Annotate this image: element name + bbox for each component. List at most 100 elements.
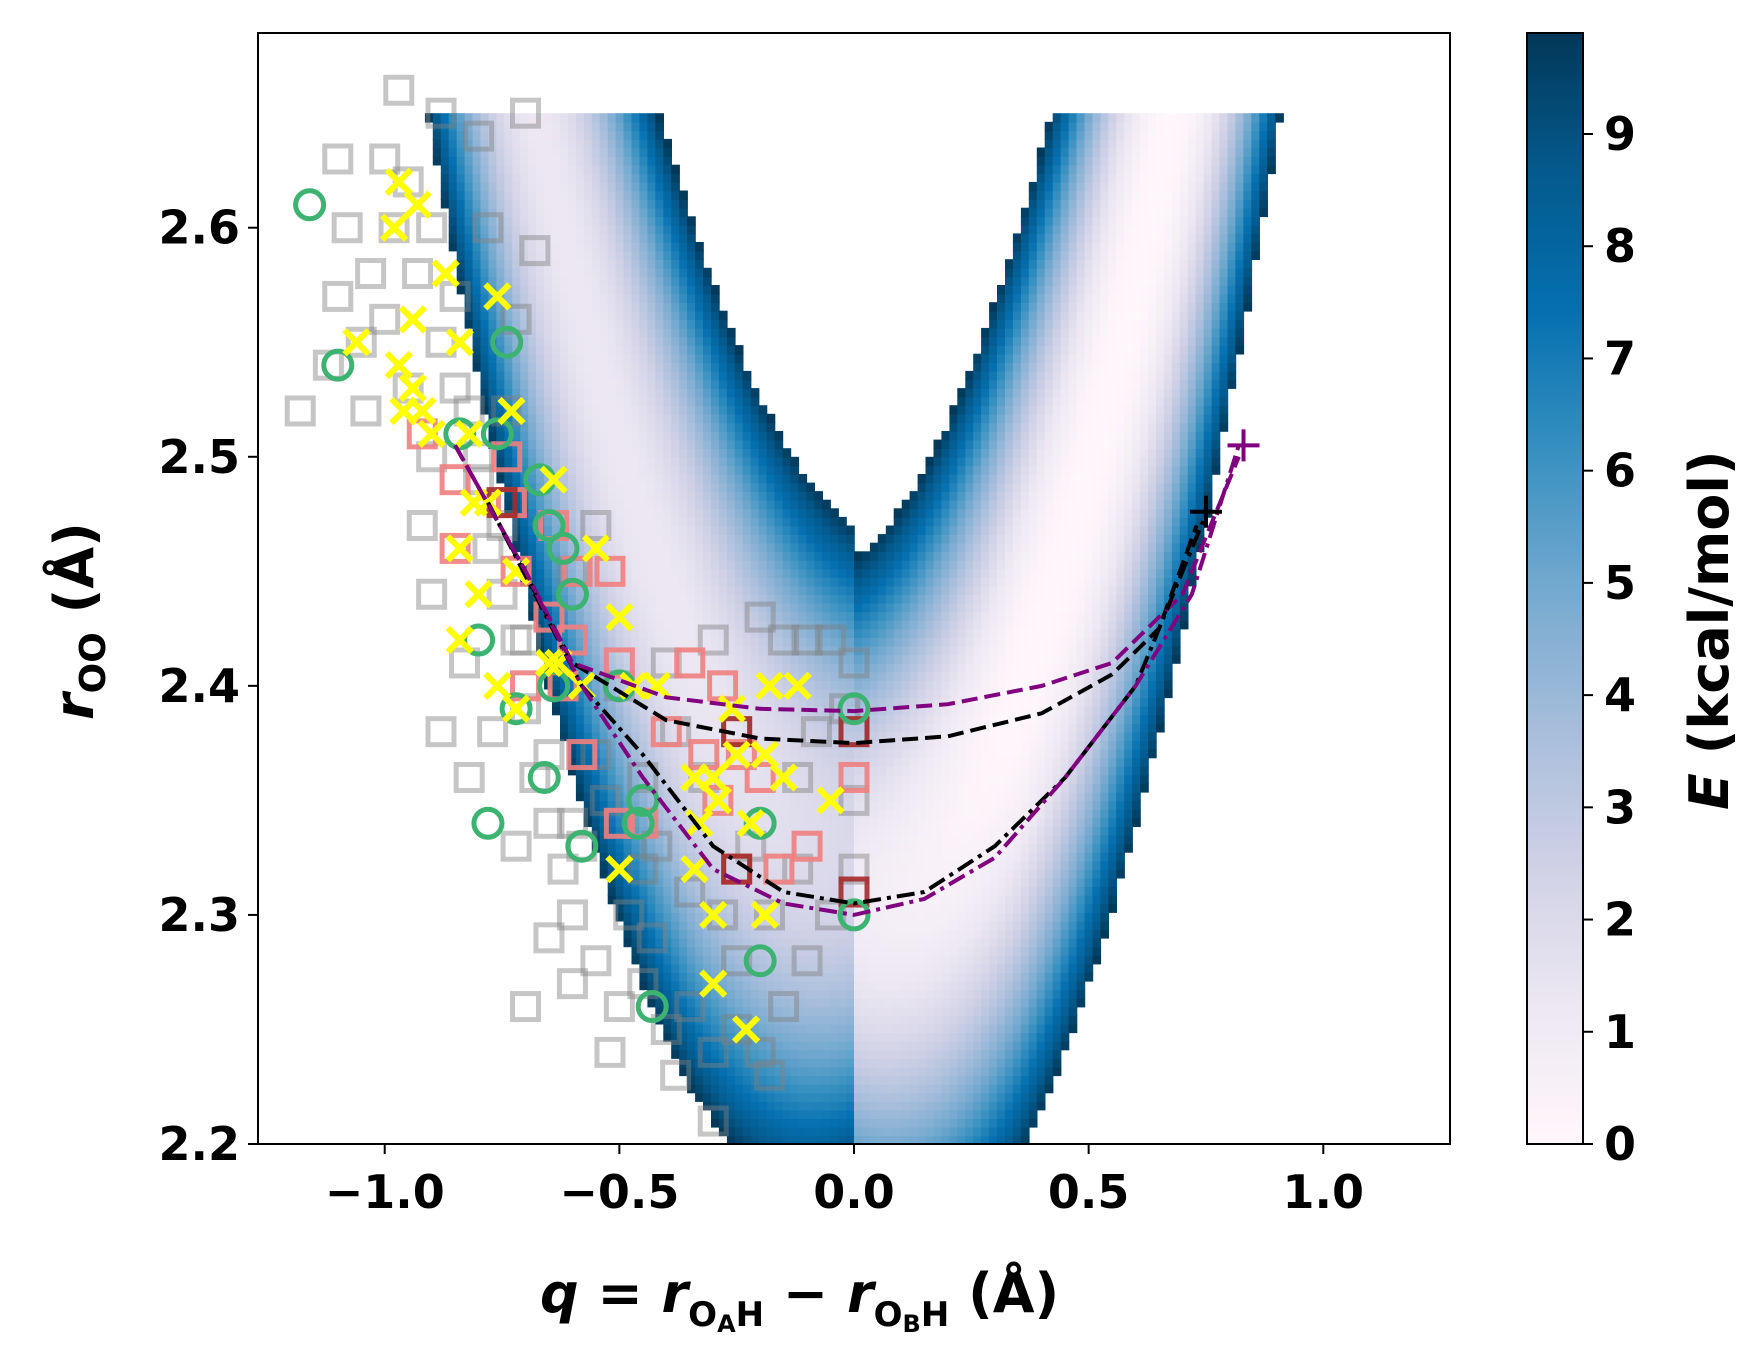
surface-cell bbox=[607, 250, 617, 260]
surface-cell bbox=[814, 542, 823, 553]
surface-cell bbox=[925, 1092, 935, 1102]
surface-cell bbox=[671, 800, 680, 810]
surface-cell bbox=[567, 285, 577, 295]
surface-cell bbox=[552, 559, 561, 570]
surface-cell bbox=[599, 396, 609, 407]
surface-cell bbox=[607, 877, 617, 888]
surface-cell bbox=[917, 783, 927, 793]
surface-cell bbox=[901, 705, 911, 716]
surface-cell bbox=[742, 1075, 752, 1085]
surface-cell bbox=[838, 662, 847, 673]
surface-cell bbox=[575, 413, 585, 424]
surface-cell bbox=[726, 671, 736, 681]
surface-cell bbox=[718, 345, 728, 355]
surface-cell bbox=[488, 181, 498, 192]
surface-cell bbox=[607, 843, 617, 853]
surface-cell bbox=[695, 826, 704, 836]
surface-cell bbox=[750, 654, 760, 664]
surface-cell bbox=[830, 525, 839, 535]
surface-cell bbox=[726, 327, 736, 338]
surface-cell bbox=[448, 190, 458, 200]
surface-cell bbox=[552, 233, 561, 243]
surface-cell bbox=[536, 164, 545, 175]
surface-cell bbox=[941, 654, 951, 664]
surface-cell bbox=[567, 233, 577, 243]
surface-cell bbox=[607, 121, 617, 132]
surface-cell bbox=[679, 276, 688, 286]
surface-cell bbox=[941, 474, 951, 484]
surface-cell bbox=[607, 113, 617, 123]
surface-cell bbox=[687, 422, 696, 432]
surface-cell bbox=[711, 310, 720, 321]
surface-cell bbox=[750, 474, 760, 484]
surface-cell bbox=[822, 602, 831, 613]
surface-cell bbox=[560, 216, 569, 226]
surface-cell bbox=[814, 499, 823, 510]
surface-cell bbox=[861, 559, 871, 570]
surface-cell bbox=[925, 1126, 935, 1137]
surface-cell bbox=[917, 1109, 927, 1119]
surface-cell bbox=[917, 602, 927, 613]
surface-cell bbox=[933, 748, 943, 759]
surface-cell bbox=[933, 448, 943, 458]
surface-cell bbox=[671, 989, 680, 999]
surface-cell bbox=[647, 130, 657, 140]
surface-cell bbox=[758, 508, 768, 518]
surface-cell bbox=[488, 138, 498, 149]
surface-cell bbox=[679, 740, 688, 750]
surface-cell bbox=[718, 525, 728, 535]
surface-cell bbox=[726, 774, 736, 784]
surface-cell bbox=[599, 851, 609, 862]
surface-cell bbox=[567, 267, 577, 278]
surface-cell bbox=[877, 886, 887, 896]
surface-cell bbox=[575, 233, 585, 243]
surface-cell bbox=[782, 611, 792, 621]
surface-cell bbox=[806, 577, 815, 587]
surface-cell bbox=[909, 843, 919, 853]
surface-cell bbox=[583, 628, 593, 638]
surface-cell bbox=[861, 654, 871, 664]
surface-cell bbox=[639, 396, 649, 407]
surface-cell bbox=[901, 671, 911, 681]
surface-cell bbox=[718, 594, 728, 604]
surface-cell bbox=[663, 723, 672, 733]
surface-cell bbox=[639, 955, 649, 965]
surface-cell bbox=[726, 448, 736, 458]
surface-cell bbox=[909, 1135, 919, 1144]
surface-cell bbox=[631, 121, 641, 132]
surface-cell bbox=[607, 783, 617, 793]
surface-cell bbox=[814, 637, 823, 647]
surface-cell bbox=[726, 611, 736, 621]
surface-cell bbox=[711, 1040, 720, 1051]
surface-cell bbox=[854, 834, 863, 845]
surface-cell bbox=[846, 1049, 855, 1059]
surface-cell bbox=[623, 594, 633, 604]
surface-cell bbox=[949, 826, 959, 836]
surface-cell bbox=[941, 774, 951, 784]
surface-cell bbox=[774, 748, 784, 759]
surface-cell bbox=[869, 929, 879, 939]
surface-cell bbox=[687, 242, 696, 252]
surface-cell bbox=[623, 937, 633, 948]
surface-cell bbox=[790, 920, 800, 931]
surface-cell bbox=[941, 491, 951, 501]
surface-cell bbox=[782, 834, 792, 845]
surface-cell bbox=[718, 431, 728, 441]
surface-cell bbox=[830, 809, 839, 819]
surface-cell bbox=[711, 929, 720, 939]
surface-cell bbox=[885, 723, 895, 733]
surface-cell bbox=[726, 525, 736, 535]
surface-cell bbox=[814, 568, 823, 578]
surface-cell bbox=[567, 422, 577, 432]
surface-cell bbox=[734, 1101, 744, 1111]
surface-cell bbox=[639, 800, 649, 810]
surface-cell bbox=[941, 912, 951, 922]
surface-cell bbox=[814, 774, 823, 784]
surface-cell bbox=[877, 998, 887, 1008]
surface-cell bbox=[679, 491, 688, 501]
surface-cell bbox=[456, 242, 466, 252]
surface-cell bbox=[567, 242, 577, 252]
surface-cell bbox=[925, 688, 935, 699]
surface-cell bbox=[631, 319, 641, 329]
surface-cell bbox=[925, 671, 935, 681]
